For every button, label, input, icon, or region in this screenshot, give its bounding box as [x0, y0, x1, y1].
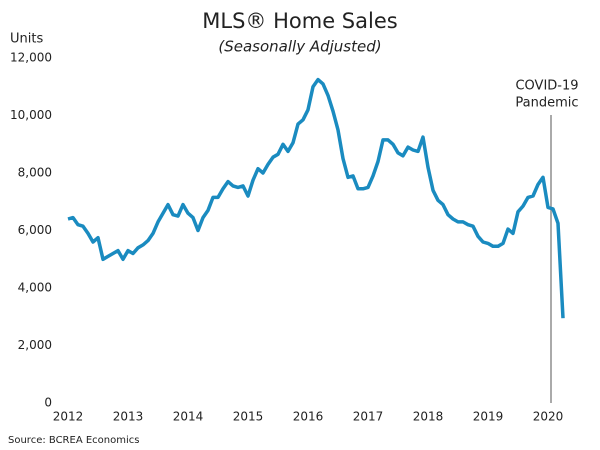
y-axis-label: Units [10, 32, 43, 47]
x-tick-label: 2020 [533, 410, 564, 424]
y-tick-label: 6,000 [18, 223, 52, 237]
x-tick-label: 2017 [353, 410, 384, 424]
x-tick-label: 2016 [293, 410, 324, 424]
chart-subtitle: (Seasonally Adjusted) [218, 38, 381, 56]
source: Source: BCREA Economics [8, 435, 139, 446]
y-tick-label: 10,000 [10, 108, 52, 122]
y-tick-label: 8,000 [18, 166, 52, 180]
y-tick-label: 2,000 [18, 338, 52, 352]
x-tick-label: 2015 [233, 410, 264, 424]
y-tick-label: 4,000 [18, 281, 52, 295]
x-tick-label: 2019 [473, 410, 504, 424]
x-tick-label: 2013 [113, 410, 144, 424]
data-line [67, 77, 565, 319]
x-tick-label: 2012 [53, 410, 84, 424]
x-tick-label: 2014 [173, 410, 204, 424]
y-tick-label: 0 [44, 396, 52, 410]
y-tick-label: 12,000 [10, 51, 52, 65]
annotation: Pandemic [515, 96, 578, 111]
annotation: COVID-19 [515, 79, 578, 94]
x-tick-label: 2018 [413, 410, 444, 424]
chart-title: MLS® Home Sales [202, 9, 397, 33]
